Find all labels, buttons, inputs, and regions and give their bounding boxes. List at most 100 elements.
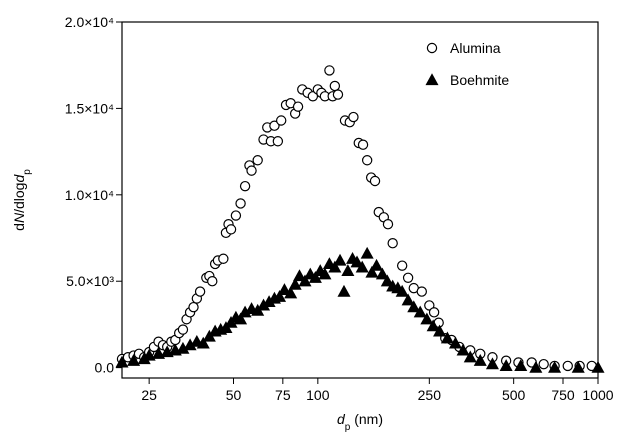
- y-tick-label: 5.0×10³: [66, 273, 114, 289]
- data-point: [337, 284, 351, 297]
- data-point: [538, 358, 549, 370]
- data-point: [456, 343, 470, 356]
- data-point: [416, 286, 427, 297]
- data-point: [332, 89, 344, 100]
- x-tick-label: 50: [226, 387, 242, 403]
- data-point: [275, 115, 287, 126]
- data-point: [440, 331, 454, 344]
- y-label-var: N: [11, 212, 27, 223]
- data-point: [369, 175, 381, 187]
- x-tick-label: 750: [551, 387, 575, 403]
- y-tick-label: 1.5×10⁴: [65, 100, 114, 116]
- data-point: [514, 359, 528, 372]
- data-point: [571, 360, 585, 373]
- data-point: [355, 260, 369, 273]
- data-point: [591, 360, 605, 373]
- data-point: [420, 312, 434, 325]
- data-point: [424, 300, 435, 311]
- y-tick-label: 0.0: [95, 360, 115, 376]
- data-point: [273, 290, 287, 302]
- data-point: [277, 283, 291, 295]
- data-point: [127, 353, 141, 366]
- data-point: [387, 238, 398, 249]
- legend-marker: [426, 42, 438, 54]
- data-point: [292, 269, 306, 282]
- data-point: [562, 360, 573, 372]
- data-point: [485, 357, 499, 370]
- data-point: [329, 80, 341, 92]
- data-point: [239, 180, 251, 192]
- x-axis-label: dp (nm): [337, 411, 383, 432]
- data-point: [284, 286, 298, 299]
- data-point: [396, 260, 408, 271]
- data-point: [234, 312, 248, 325]
- data-point: [380, 274, 394, 287]
- data-point: [341, 264, 355, 276]
- data-point: [196, 336, 210, 349]
- data-point: [407, 300, 421, 313]
- x-label-unit: (nm): [350, 411, 383, 427]
- data-point: [269, 120, 280, 131]
- y-label-part: d: [11, 223, 27, 231]
- data-point: [428, 307, 440, 318]
- x-tick-label: 75: [275, 387, 291, 403]
- x-tick-label: 25: [141, 387, 157, 403]
- x-label-var: d: [337, 411, 346, 427]
- data-point: [298, 274, 312, 287]
- data-point: [207, 276, 218, 287]
- data-point: [152, 347, 166, 359]
- data-point: [142, 348, 156, 361]
- data-point: [360, 246, 374, 259]
- data-point: [218, 253, 229, 264]
- data-point: [292, 101, 304, 112]
- data-point: [177, 324, 189, 335]
- data-point: [272, 136, 284, 147]
- data-point: [426, 319, 440, 332]
- legend-label: Alumina: [450, 40, 501, 56]
- data-point: [401, 293, 415, 306]
- y-label-sub: p: [22, 169, 33, 175]
- plot-frame: [121, 21, 599, 379]
- data-point: [448, 336, 463, 349]
- x-tick-label: 500: [502, 387, 526, 403]
- data-point: [370, 258, 384, 271]
- data-point: [235, 198, 246, 209]
- data-point: [361, 155, 373, 166]
- legend-marker: [425, 73, 439, 86]
- data-point: [246, 165, 257, 176]
- legend-label: Boehmite: [450, 72, 509, 88]
- x-tick-label: 100: [306, 387, 330, 403]
- data-point: [382, 218, 394, 230]
- data-point: [288, 277, 302, 290]
- data-point: [350, 255, 364, 268]
- data-point: [463, 350, 477, 363]
- data-point: [529, 360, 543, 373]
- data-point: [499, 359, 513, 372]
- data-point: [318, 267, 332, 280]
- data-point: [307, 91, 319, 102]
- data-point: [230, 210, 242, 221]
- data-point: [433, 324, 447, 337]
- y-label-part: /dlog: [11, 183, 27, 213]
- data-point: [357, 139, 369, 150]
- data-point: [365, 265, 379, 278]
- data-point: [252, 155, 263, 166]
- data-point: [395, 284, 409, 297]
- data-point: [188, 301, 199, 313]
- data-point: [402, 272, 414, 283]
- data-point: [324, 65, 335, 76]
- data-point: [548, 360, 562, 373]
- y-tick-label: 2.0×10⁴: [65, 14, 114, 30]
- data-point: [115, 355, 129, 368]
- data-point: [308, 271, 322, 283]
- x-label-sub: p: [345, 422, 351, 433]
- y-axis-label: dN/dlogdp: [11, 169, 33, 231]
- x-tick-label: 1000: [582, 387, 613, 403]
- data-point: [333, 253, 347, 266]
- data-point: [473, 353, 487, 366]
- data-point: [375, 267, 389, 280]
- data-point: [413, 305, 427, 318]
- x-tick-label: 250: [418, 387, 442, 403]
